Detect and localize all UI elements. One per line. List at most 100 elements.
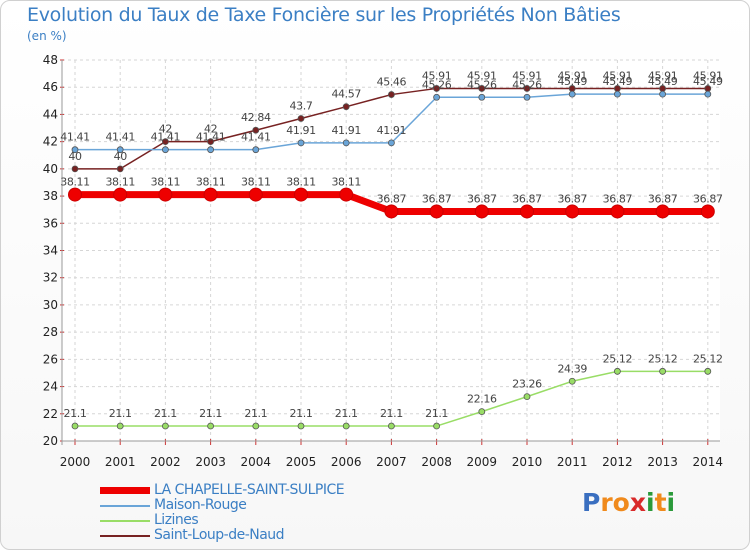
- chart-title: Evolution du Taux de Taxe Foncière sur l…: [27, 4, 621, 26]
- data-point: [203, 187, 218, 202]
- data-point: [433, 85, 441, 92]
- legend-item-maison-rouge: Maison-Rouge: [100, 497, 420, 514]
- y-tick-label: 34: [43, 244, 58, 258]
- data-label: 41.41: [151, 131, 181, 144]
- data-point: [614, 90, 621, 98]
- y-tick-label: 38: [43, 189, 58, 203]
- data-point: [71, 422, 79, 430]
- data-label: 45.49: [648, 75, 678, 88]
- data-label: 45.91: [467, 69, 497, 82]
- data-point: [71, 146, 79, 154]
- data-point: [610, 204, 625, 219]
- x-tick-label: 2000: [60, 455, 91, 469]
- data-label: 42.84: [241, 111, 271, 124]
- data-label: 38.11: [60, 176, 90, 189]
- legend-item-la-chapelle: LA CHAPELLE-SAINT-SULPICE: [100, 482, 420, 499]
- logo-letter: i: [646, 488, 655, 517]
- data-label: 38.11: [105, 176, 135, 189]
- data-label: 36.87: [467, 192, 497, 205]
- data-label: 43.7: [290, 100, 313, 113]
- proxiti-logo: Proxiti: [582, 488, 675, 517]
- data-point: [704, 90, 712, 98]
- y-tick-label: 36: [43, 216, 58, 230]
- data-point: [523, 85, 531, 92]
- data-label: 41.41: [241, 131, 271, 144]
- data-point: [387, 422, 395, 430]
- data-label: 21.1: [244, 407, 267, 420]
- data-point: [339, 187, 354, 202]
- legend-swatch: [100, 520, 150, 522]
- data-point: [207, 146, 215, 154]
- data-label: 36.87: [377, 192, 407, 205]
- data-label: 45.91: [557, 69, 587, 82]
- data-label: 38.11: [151, 176, 181, 189]
- logo-letter: t: [654, 488, 667, 517]
- data-label: 41.41: [60, 131, 90, 144]
- logo-letter: o: [612, 488, 630, 517]
- data-label: 36.87: [603, 192, 633, 205]
- data-point: [113, 187, 128, 202]
- data-point: [342, 139, 350, 147]
- data-point: [294, 187, 308, 202]
- data-label: 45.91: [648, 69, 678, 82]
- x-tick-label: 2006: [331, 455, 362, 469]
- data-point: [207, 422, 215, 430]
- data-point: [68, 187, 82, 202]
- data-point: [387, 139, 395, 147]
- data-label: 36.87: [512, 192, 542, 205]
- data-label: 25.12: [648, 352, 678, 365]
- data-point: [116, 422, 124, 430]
- data-label: 45.49: [557, 75, 587, 88]
- data-label: 25.12: [693, 352, 723, 365]
- data-label: 40: [68, 150, 82, 163]
- data-label: 41.91: [331, 124, 361, 137]
- legend-swatch: [100, 505, 150, 507]
- data-label: 45.46: [377, 76, 407, 89]
- data-point: [297, 139, 305, 147]
- data-label: 42: [204, 123, 217, 136]
- x-tick-label: 2014: [693, 455, 724, 469]
- data-label: 41.91: [286, 124, 316, 137]
- x-tick-label: 2010: [512, 455, 543, 469]
- data-label: 38.11: [196, 176, 226, 189]
- data-label: 36.87: [422, 192, 452, 205]
- data-label: 41.41: [105, 131, 135, 144]
- x-tick-label: 2005: [286, 455, 317, 469]
- data-point: [520, 204, 534, 219]
- x-tick-label: 2004: [241, 455, 272, 469]
- data-point: [704, 367, 712, 375]
- data-point: [161, 146, 169, 154]
- data-label: 40: [114, 150, 128, 163]
- data-point: [659, 367, 666, 375]
- data-point: [478, 85, 486, 92]
- data-label: 36.87: [557, 192, 587, 205]
- logo-letter: x: [629, 488, 646, 517]
- x-tick-label: 2013: [647, 455, 678, 469]
- data-point: [248, 187, 263, 202]
- data-point: [568, 90, 576, 98]
- legend-label: LA CHAPELLE-SAINT-SULPICE: [154, 482, 345, 498]
- legend-item-saint-loup: Saint-Loup-de-Naud: [100, 527, 420, 544]
- x-tick-label: 2008: [421, 455, 452, 469]
- data-label: 45.91: [422, 69, 452, 82]
- data-point: [433, 93, 441, 101]
- data-point: [384, 204, 399, 219]
- data-label: 21.1: [199, 407, 222, 420]
- data-point: [655, 204, 670, 219]
- x-tick-label: 2002: [150, 455, 181, 469]
- y-tick-label: 48: [43, 53, 58, 67]
- data-label: 21.1: [425, 407, 448, 420]
- chart-unit: (en %): [27, 29, 67, 43]
- data-label: 41.91: [377, 124, 407, 137]
- data-point: [158, 187, 173, 202]
- data-label: 45.49: [693, 75, 723, 88]
- data-label: 21.1: [290, 407, 313, 420]
- x-tick-label: 2009: [467, 455, 498, 469]
- data-point: [478, 93, 486, 101]
- legend-swatch: [100, 487, 150, 494]
- x-tick-label: 2001: [105, 455, 136, 469]
- y-tick-label: 46: [43, 80, 58, 94]
- data-label: 45.91: [693, 69, 723, 82]
- data-point: [207, 138, 215, 146]
- data-label: 23.26: [512, 378, 542, 391]
